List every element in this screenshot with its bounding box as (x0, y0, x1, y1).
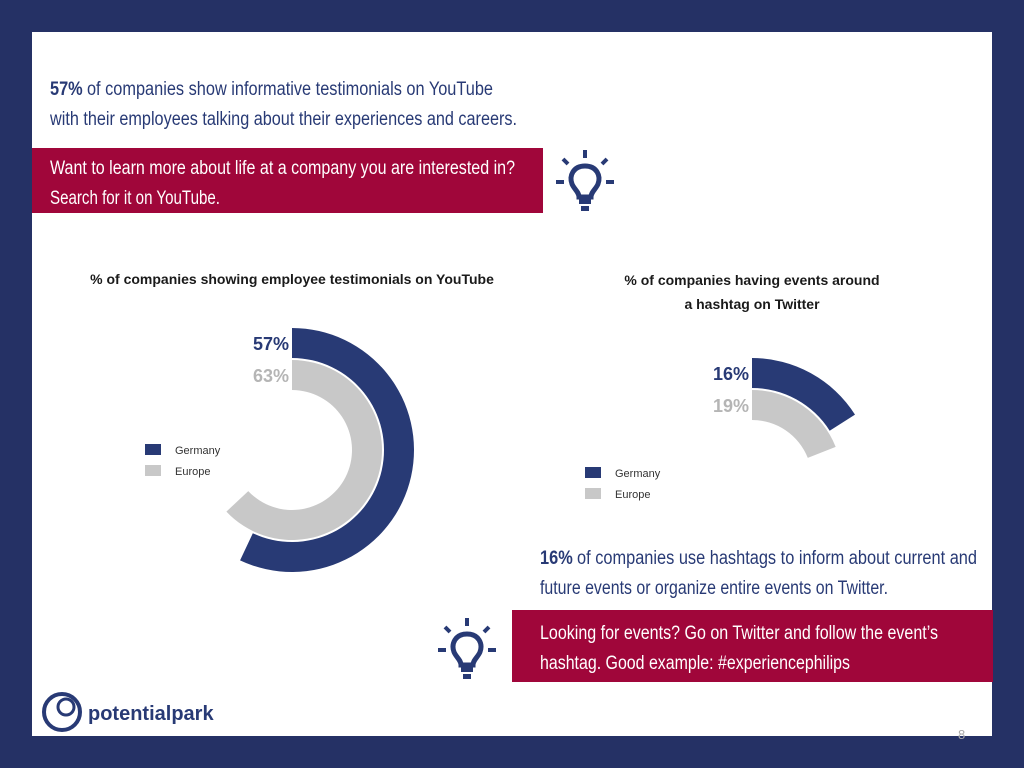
legend-label: Europe (615, 489, 650, 501)
ring-bar (240, 328, 415, 572)
bulb-icon (438, 618, 496, 679)
legend-label: Germany (615, 468, 661, 480)
data-label: 57% (253, 334, 289, 354)
legend-swatch (585, 488, 601, 499)
highlight: 57% (50, 79, 83, 100)
chart-title: % of companies having events around (624, 272, 879, 288)
tip-text: Search for it on YouTube. (50, 188, 220, 209)
statement: future events or organize entire events … (540, 578, 888, 599)
statement: 16%of companies use hashtags to inform a… (540, 548, 977, 569)
tip-text: Looking for events? Go on Twitter and fo… (540, 623, 938, 644)
legend-label: Germany (175, 445, 221, 457)
headline: 57%of companies show informative testimo… (50, 79, 493, 100)
tip-box (512, 610, 993, 682)
data-label: 63% (253, 366, 289, 386)
bulb-icon (556, 150, 614, 211)
legend-swatch (145, 465, 161, 476)
legend-swatch (585, 467, 601, 478)
data-label: 16% (713, 364, 749, 384)
ring-bar (752, 390, 836, 458)
legend-label: Europe (175, 466, 210, 478)
highlight: 16% (540, 548, 573, 569)
legend-swatch (145, 444, 161, 455)
tip-box (32, 148, 543, 213)
tip-text: hashtag. Good example: #experiencephilip… (540, 653, 850, 674)
logo: potentialpark (42, 692, 214, 732)
logo-ring (42, 692, 82, 732)
ring-bar (752, 358, 856, 431)
ring-bar (226, 360, 382, 540)
tip-text: Want to learn more about life at a compa… (50, 158, 515, 179)
chart-title: a hashtag on Twitter (684, 296, 820, 312)
logo-text: potentialpark (88, 703, 214, 725)
headline: with their employees talking about their… (49, 109, 517, 130)
logo-dot (56, 697, 76, 717)
statement-text: of companies use hashtags to inform abou… (577, 548, 977, 569)
data-label: 19% (713, 396, 749, 416)
page-number: 8 (958, 727, 965, 742)
headline-text: of companies show informative testimonia… (87, 79, 493, 100)
chart-title: % of companies showing employee testimon… (90, 271, 494, 287)
